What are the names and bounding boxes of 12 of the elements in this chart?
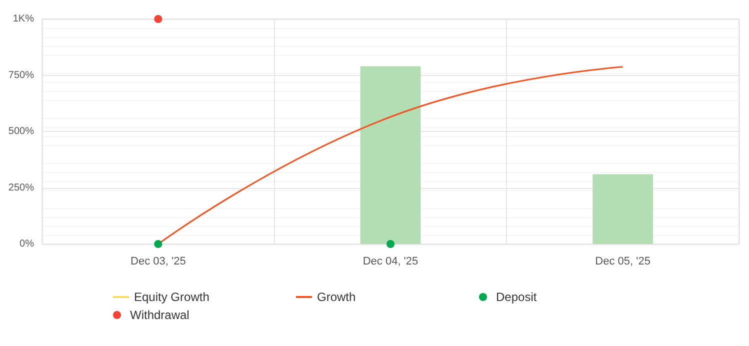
legend-label: Growth (317, 290, 356, 304)
x-tick-label: Dec 05, '25 (595, 256, 650, 268)
y-tick-label: 250% (8, 182, 34, 194)
x-tick-label: Dec 03, '25 (130, 256, 186, 268)
y-tick-label: 0% (20, 238, 34, 250)
legend-label: Deposit (496, 290, 538, 304)
y-tick-label: 500% (8, 126, 34, 137)
y-tick-label: 750% (8, 70, 34, 81)
legend-label: Withdrawal (130, 308, 190, 322)
legend-label: Equity Growth (134, 290, 210, 304)
y-tick-label: 1K% (12, 14, 34, 24)
x-tick-label: Dec 04, '25 (362, 256, 418, 268)
